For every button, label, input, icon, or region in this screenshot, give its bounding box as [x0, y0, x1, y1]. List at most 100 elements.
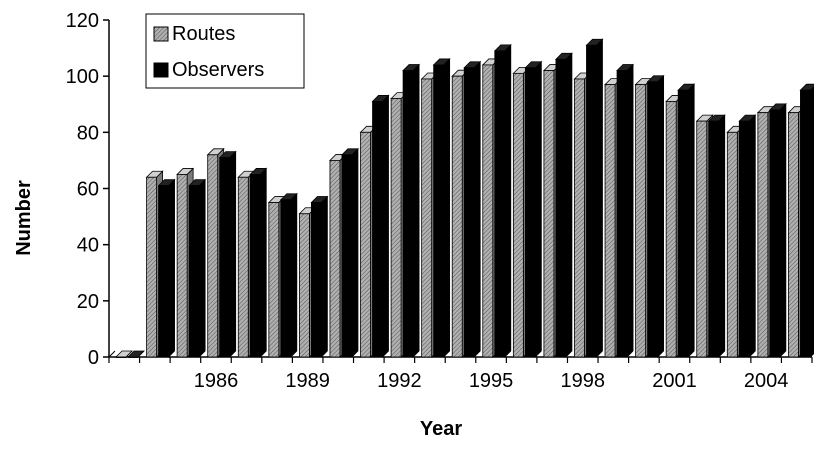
bar-front — [360, 131, 371, 358]
bar-side — [687, 83, 695, 358]
bar-front — [800, 89, 811, 358]
bar-observers-2003 — [738, 114, 757, 358]
x-tick-label: 1992 — [377, 370, 422, 392]
bar-observers-1996 — [524, 60, 543, 358]
bar-side — [443, 57, 451, 358]
bar-side — [351, 147, 359, 358]
x-tick-label: 1989 — [285, 370, 330, 392]
bar-side — [168, 178, 175, 358]
bar-front — [280, 199, 292, 358]
bar-front — [616, 70, 628, 358]
bar-side — [810, 86, 814, 358]
y-tick-label: 120 — [66, 10, 99, 32]
bar-side — [596, 38, 603, 358]
bar-observers-1983 — [127, 350, 145, 358]
bar-routes-1983 — [115, 350, 133, 358]
bar-front — [769, 109, 781, 358]
bar-front — [543, 70, 555, 358]
bar-side — [290, 192, 298, 358]
x-tick-label: 1986 — [194, 370, 239, 392]
bar-front — [604, 84, 616, 358]
bar-observers-1999 — [616, 63, 635, 358]
bar-front — [647, 81, 659, 358]
bar-side — [779, 102, 787, 358]
bar-front — [555, 58, 567, 358]
bar-front — [574, 78, 585, 358]
bar-side — [626, 63, 634, 358]
bar-front — [726, 131, 738, 358]
y-tick-label: 0 — [88, 347, 99, 369]
bar-observers-1997 — [554, 52, 573, 358]
bar-observers-1990 — [340, 147, 359, 358]
bar-observers-1992 — [402, 63, 421, 358]
legend-label-routes: Routes — [172, 23, 235, 45]
bar-front — [329, 160, 341, 358]
bar-observers-2001 — [677, 83, 696, 358]
bar-front — [341, 154, 353, 358]
bar-front — [310, 202, 322, 358]
bar-front — [665, 101, 677, 358]
bar-side — [229, 150, 237, 358]
y-tick-label: 100 — [66, 66, 99, 88]
labels: Number Year — [13, 180, 462, 440]
bar-observers-1991 — [371, 94, 390, 358]
legend-label-observers: Observers — [172, 59, 264, 81]
bar-side — [565, 52, 573, 358]
legend-swatch-routes — [153, 26, 169, 42]
legend-box — [145, 13, 305, 89]
bars — [115, 38, 814, 358]
y-tick-label: 40 — [77, 235, 99, 257]
bar-observers-1985 — [188, 178, 207, 358]
bar-observers-1984 — [157, 178, 176, 358]
bar-front — [757, 112, 769, 358]
bar-side — [320, 195, 328, 358]
bar-side — [657, 74, 665, 358]
bar-side — [382, 94, 389, 358]
bar-front — [433, 64, 445, 358]
y-tick-label: 60 — [77, 179, 99, 201]
bar-observers-1998 — [585, 38, 604, 358]
bar-observers-2005 — [799, 83, 814, 358]
bar-front — [115, 356, 127, 358]
bar-front — [463, 67, 475, 358]
bar-side — [259, 167, 267, 358]
bar-front — [677, 89, 689, 358]
bar-front — [249, 174, 261, 358]
bar-front — [635, 84, 647, 358]
bar-front — [788, 112, 799, 358]
bar-front — [696, 120, 708, 358]
bar-front — [146, 176, 157, 358]
x-tick-label: 1998 — [561, 370, 606, 392]
y-tick-label: 80 — [77, 122, 99, 144]
bar-front — [512, 72, 524, 358]
bar-side — [504, 43, 512, 358]
x-axis-title: Year — [420, 418, 462, 440]
bar-front — [219, 157, 231, 358]
bar-front — [738, 120, 750, 358]
bar-side — [748, 114, 756, 358]
bar-observers-1995 — [493, 43, 512, 358]
x-tick-label: 1995 — [469, 370, 514, 392]
bar-observers-2000 — [646, 74, 665, 358]
bar-observers-1987 — [249, 167, 268, 358]
bar-front — [176, 174, 188, 358]
x-tick-label: 2004 — [744, 370, 789, 392]
bar-observers-1994 — [463, 60, 482, 358]
bar-front — [127, 356, 139, 358]
x-tick-label: 2001 — [652, 370, 697, 392]
bar-front — [372, 101, 383, 358]
bar-front — [451, 75, 463, 358]
bar-front — [708, 120, 720, 358]
bar-side — [412, 63, 420, 358]
bar-side — [198, 178, 206, 358]
bar-observers-2004 — [768, 102, 787, 358]
floor-depth-line — [108, 350, 116, 358]
bar-front — [237, 176, 249, 358]
bar-front — [390, 98, 402, 358]
bar-side — [534, 60, 542, 358]
bar-front — [268, 202, 280, 358]
bar-observers-1986 — [218, 150, 237, 358]
bar-front — [158, 185, 169, 358]
